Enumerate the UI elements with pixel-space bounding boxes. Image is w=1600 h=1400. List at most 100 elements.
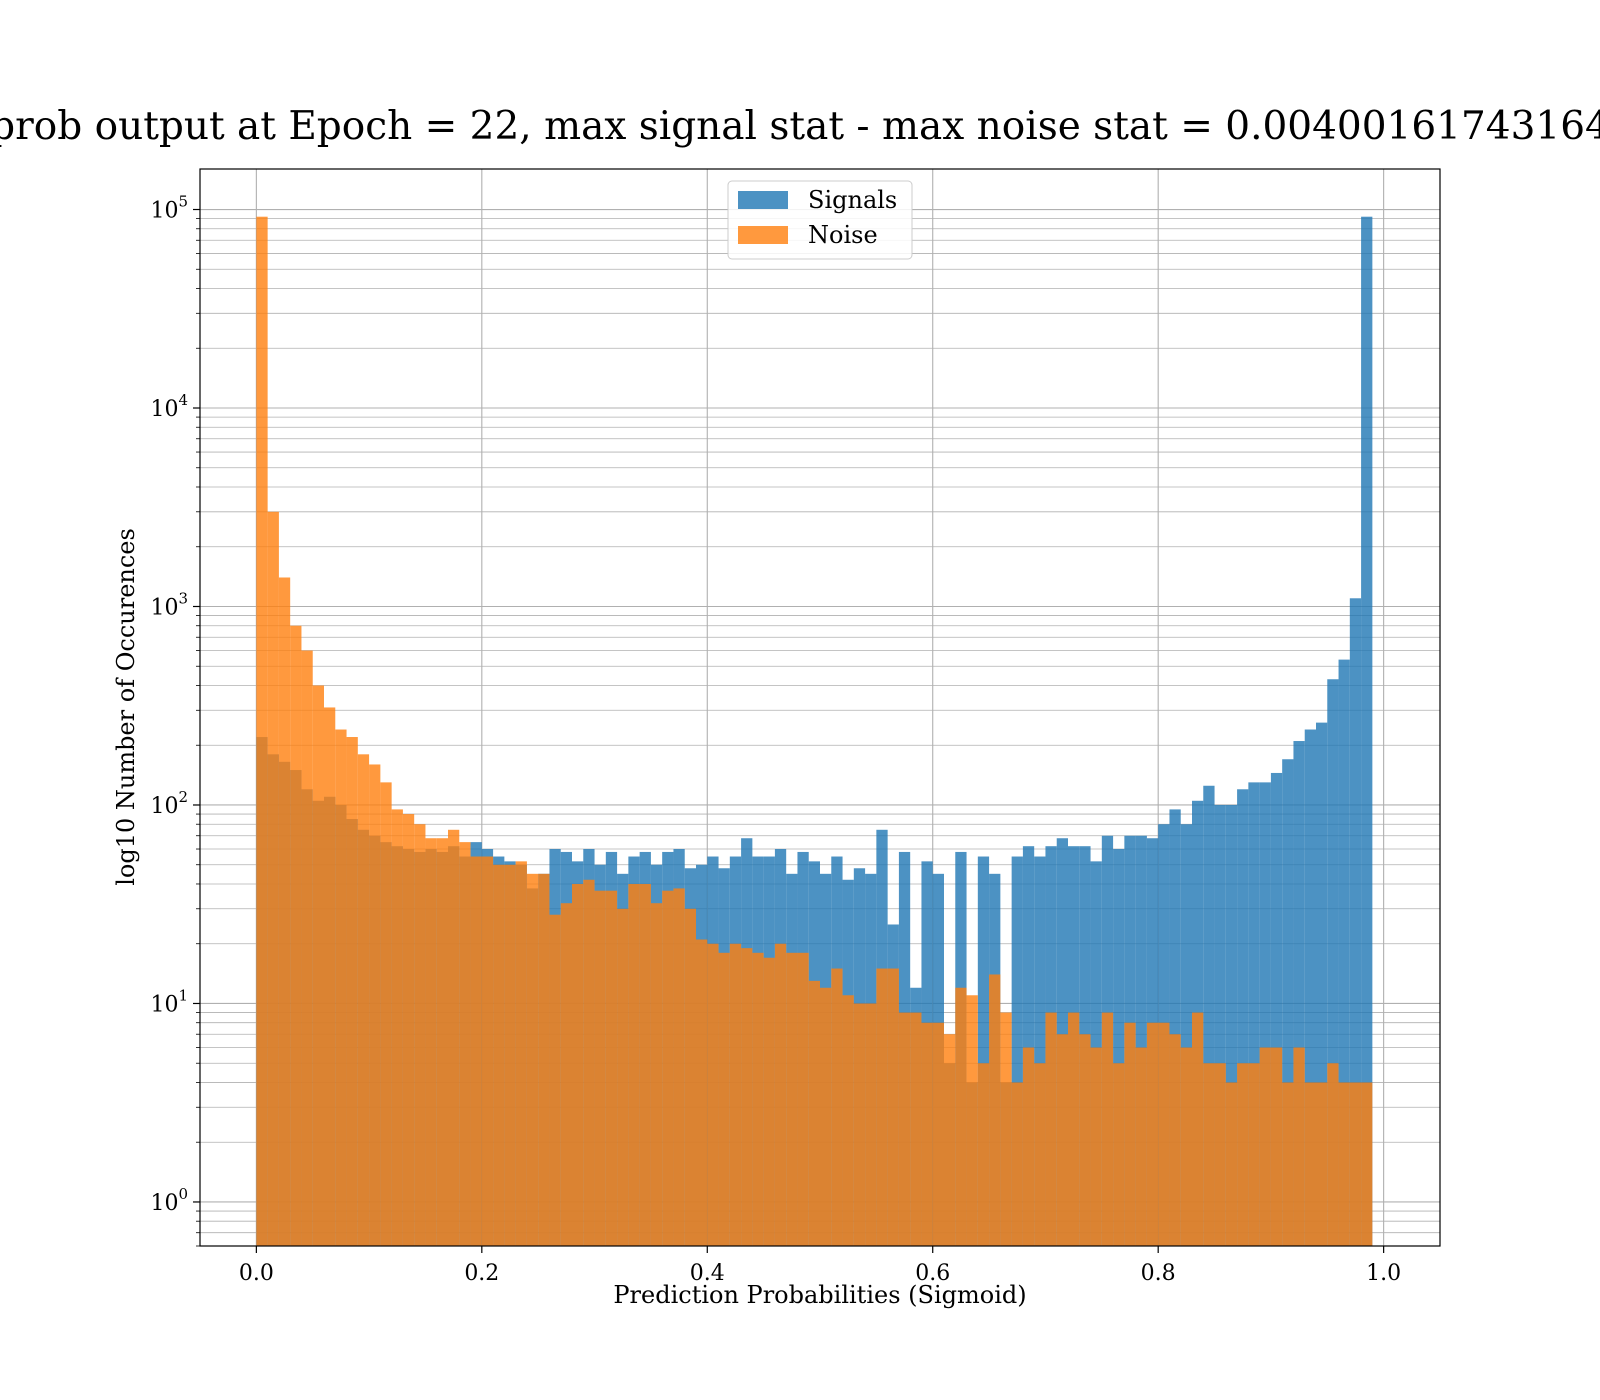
bar-noise [278,577,291,1246]
bar-noise [741,948,753,1246]
bar-signals [1248,782,1260,1246]
bar-noise [1259,1047,1271,1246]
bar-noise [989,974,1001,1246]
x-axis-label: Prediction Probabilities (Sigmoid) [613,1281,1026,1309]
bar-noise [560,903,572,1246]
bar-noise [944,1034,956,1246]
y-axis-label: log10 Number of Occurences [112,528,140,886]
bar-noise [887,968,899,1246]
x-tick-label: 0.8 [1141,1261,1176,1286]
bar-signals [1135,835,1147,1246]
chart-title: prob output at Epoch = 22, max signal st… [0,104,1600,149]
bar-noise [312,685,324,1246]
bar-noise [718,952,730,1246]
bar-noise [1135,1047,1147,1246]
bar-noise [1270,1047,1283,1246]
bar-noise [414,824,426,1246]
bar-noise [1079,1034,1091,1246]
bar-noise [921,1022,933,1246]
bar-noise [752,952,764,1246]
bar-noise [808,980,820,1246]
bar-noise [898,1012,911,1246]
bar-noise [470,856,482,1246]
bar-noise [1101,1012,1114,1246]
bar-noise [459,842,471,1246]
bar-noise [1022,1047,1035,1246]
bar-noise [572,883,584,1246]
bar-signals [1034,856,1046,1246]
x-tick-label: 0.4 [690,1261,725,1286]
bar-noise [639,883,651,1246]
x-tick-label: 0.2 [464,1261,499,1286]
bar-noise [493,864,505,1246]
ticks-layer: 0.0 0.2 0.4 0.6 0.8 1.0 100 101 102 103 104 105 [150,193,1401,1286]
bar-noise [1045,1012,1057,1246]
bar-noise [369,764,381,1246]
bar-signals [1282,759,1294,1246]
bar-signals [1203,785,1215,1246]
bar-noise [1146,1022,1159,1246]
bar-noise [853,1003,866,1246]
bar-signals [1270,772,1283,1246]
bar-noise [1180,1047,1192,1246]
y-tick-label: 101 [150,986,188,1017]
legend: Signals Noise [727,180,913,260]
legend-swatch-noise [738,226,788,244]
bar-noise [966,995,978,1246]
bar-noise [707,943,719,1246]
bar-noise [357,754,370,1246]
bar-noise [774,943,787,1246]
bar-noise [594,890,606,1246]
y-tick-label: 103 [150,589,188,620]
bar-signals [1113,849,1125,1246]
legend-label-noise: Noise [808,221,878,249]
bar-noise [425,838,437,1246]
bar-noise [865,1003,877,1246]
bar-noise [1068,1012,1080,1246]
bar-noise [729,943,742,1246]
bar-signals [1349,598,1362,1246]
bar-noise [504,864,516,1246]
legend-swatch-signals [738,191,788,209]
bar-noise [346,737,358,1246]
x-tick-label: 1.0 [1366,1261,1401,1286]
bar-noise [1237,1063,1249,1246]
bar-noise [673,888,685,1246]
bar-signals [1327,679,1339,1246]
bar-noise [876,968,888,1246]
y-tick-label: 104 [150,391,188,422]
plot-frame [199,168,1441,1247]
bar-noise [549,914,561,1246]
bar-noise [391,809,403,1246]
bar-noise [955,987,967,1246]
bar-noise [1011,1082,1023,1246]
bar-noise [1316,1082,1328,1246]
bar-noise [526,873,539,1246]
bar-noise [977,1063,990,1246]
bar-noise [1034,1063,1046,1246]
bar-noise [1304,1082,1316,1246]
bar-noise [538,873,550,1246]
bar-noise [617,908,629,1246]
bar-noise [1248,1063,1260,1246]
bar-noise [436,838,448,1246]
legend-label-signals: Signals [808,186,897,214]
bar-noise [1225,1082,1238,1246]
bar-noise [267,511,279,1246]
bar-noise [324,707,336,1246]
bar-noise [1338,1082,1350,1246]
bar-noise [380,782,392,1246]
bar-noise [515,861,527,1246]
bar-signals [1022,846,1035,1246]
bar-noise [650,903,663,1246]
bar-noise [763,957,775,1246]
bar-noise [1349,1082,1362,1246]
bar-noise [797,952,809,1246]
bar-noise [605,890,618,1246]
bar-noise [696,939,708,1246]
bar-signals [1304,729,1316,1246]
bar-noise [1158,1022,1170,1246]
bar-noise [402,814,415,1246]
bar-noise [1361,1082,1373,1246]
